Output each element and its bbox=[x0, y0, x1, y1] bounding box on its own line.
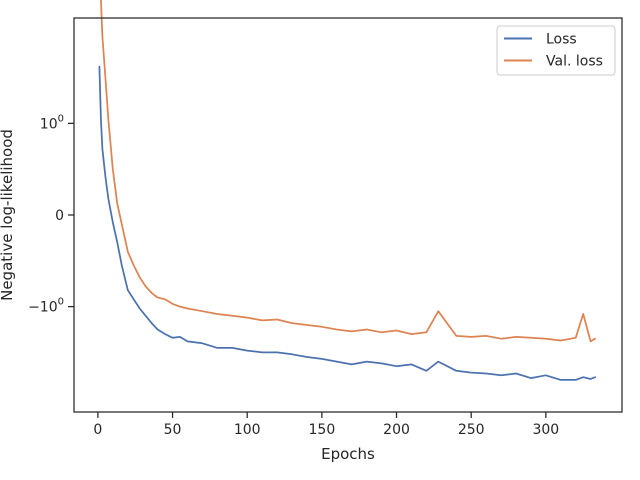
plot-frame bbox=[73, 17, 623, 413]
x-tick-label: 0 bbox=[93, 422, 102, 438]
x-tick-label: 50 bbox=[164, 422, 182, 438]
x-axis-title: Epochs bbox=[321, 445, 375, 463]
legend-label-loss: Loss bbox=[546, 32, 577, 48]
legend: Loss Val. loss bbox=[496, 25, 616, 76]
y-axis-title: Negative log-likelihood bbox=[0, 129, 16, 301]
x-tick-label: 100 bbox=[234, 422, 261, 438]
x-tick-label: 300 bbox=[532, 422, 559, 438]
y-tick-label: 0 bbox=[55, 208, 64, 224]
x-tick-label: 200 bbox=[383, 422, 410, 438]
y-tick-label: 100 bbox=[40, 113, 64, 132]
x-tick-label: 250 bbox=[458, 422, 485, 438]
plot-background bbox=[74, 18, 622, 412]
series-line-val-loss bbox=[100, 0, 596, 343]
legend-label-val-loss: Val. loss bbox=[546, 54, 603, 70]
y-tick-label: −100 bbox=[28, 297, 64, 316]
series-line-loss bbox=[98, 65, 596, 381]
x-tick-label: 150 bbox=[309, 422, 336, 438]
